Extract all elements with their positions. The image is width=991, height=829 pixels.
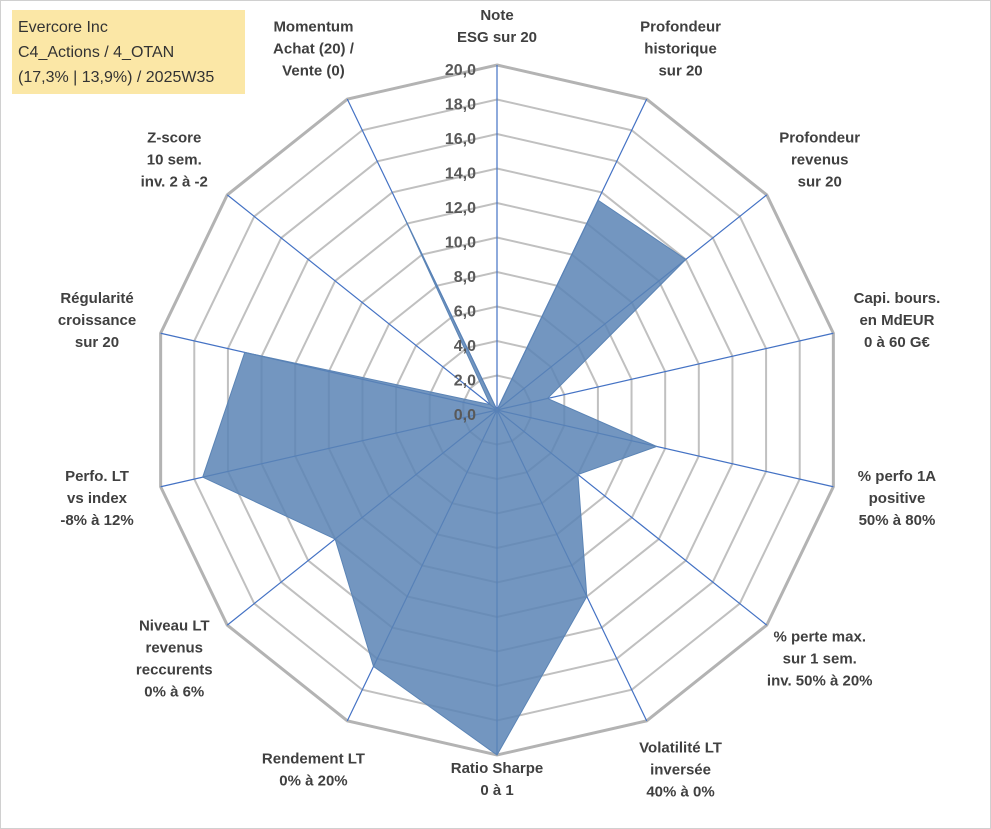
tick-label: 10,0 — [445, 235, 476, 252]
axis-label-line: Z-score — [147, 130, 201, 147]
tick-label: 18,0 — [445, 97, 476, 114]
axis-spoke — [226, 194, 498, 411]
axis-label: Perfo. LT vs index -8% à 12% — [60, 468, 133, 529]
axis-label-line: % perte max. — [773, 628, 866, 645]
axis-label: % perfo 1A positive 50% à 80% — [858, 468, 937, 529]
axis-label-line: positive — [869, 490, 926, 507]
axis-label-line: sur 20 — [798, 174, 842, 191]
axis-label-line: Volatilité LT — [639, 739, 722, 756]
axis-label-line: en MdEUR — [859, 312, 934, 329]
axis-label-line: ESG sur 20 — [457, 29, 537, 46]
axis-label: Momentum Achat (20) / Vente (0) — [273, 19, 355, 80]
axis-label-line: 0 à 60 G€ — [864, 334, 931, 351]
axis-label-line: reccurents — [136, 661, 213, 678]
tick-label: 12,0 — [445, 200, 476, 217]
axis-label-line: sur 20 — [658, 63, 702, 80]
tick-label: 14,0 — [445, 166, 476, 183]
axis-label-line: Régularité — [60, 290, 133, 307]
axis-label: Régularité croissance sur 20 — [58, 290, 136, 351]
axis-label-line: 50% à 80% — [859, 512, 936, 529]
axis-label: Niveau LT revenus reccurents 0% à 6% — [136, 617, 213, 700]
axis-label-line: 10 sem. — [147, 152, 202, 169]
axis-label-line: 0 à 1 — [480, 782, 513, 799]
info-box: Evercore Inc C4_Actions / 4_OTAN (17,3% … — [12, 10, 245, 94]
tick-label: 2,0 — [454, 373, 476, 390]
tick-label: 16,0 — [445, 131, 476, 148]
axis-label: Z-score 10 sem. inv. 2 à -2 — [141, 130, 208, 191]
axis-spoke — [496, 332, 834, 411]
axis-label-line: Niveau LT — [139, 617, 210, 634]
axis-label-line: 0% à 6% — [144, 683, 204, 700]
axis-label-line: revenus — [145, 639, 203, 656]
axis-label-layer: Note ESG sur 20 Profondeur historique sur 20… — [58, 7, 940, 800]
axis-label: Note ESG sur 20 — [457, 7, 537, 46]
company-name: Evercore Inc — [18, 19, 108, 36]
tick-label: 4,0 — [454, 338, 476, 355]
tick-label: 0,0 — [454, 407, 476, 424]
category-label: C4_Actions / 4_OTAN — [18, 44, 175, 61]
tick-label: 6,0 — [454, 304, 476, 321]
axis-label-line: inv. 50% à 20% — [767, 672, 873, 689]
data-area-layer — [202, 199, 687, 756]
axis-label-line: Perfo. LT — [65, 468, 129, 485]
tick-label: 20,0 — [445, 62, 476, 79]
axis-label-line: sur 20 — [75, 334, 119, 351]
axis-label-line: Vente (0) — [282, 63, 345, 80]
axis-label-line: vs index — [67, 490, 128, 507]
axis-label: Profondeur revenus sur 20 — [779, 130, 860, 191]
axis-label: % perte max. sur 1 sem. inv. 50% à 20% — [767, 628, 873, 689]
axis-label-line: revenus — [791, 152, 849, 169]
axis-label-line: croissance — [58, 312, 136, 329]
axis-label: Rendement LT 0% à 20% — [262, 750, 365, 789]
axis-label-line: Note — [480, 7, 513, 24]
axis-label-line: Achat (20) / — [273, 41, 355, 58]
axis-label-line: sur 1 sem. — [783, 650, 857, 667]
axis-label-line: Momentum — [273, 19, 353, 36]
axis-label-line: inv. 2 à -2 — [141, 174, 208, 191]
axis-label-line: 0% à 20% — [279, 772, 347, 789]
axis-label: Capi. bours. en MdEUR 0 à 60 G€ — [854, 290, 941, 351]
axis-label-line: historique — [644, 41, 717, 58]
axis-label: Ratio Sharpe 0 à 1 — [451, 760, 544, 799]
axis-label-line: Profondeur — [640, 19, 721, 36]
axis-label-line: Profondeur — [779, 130, 860, 147]
axis-label-line: Capi. bours. — [854, 290, 941, 307]
axis-label: Profondeur historique sur 20 — [640, 19, 721, 80]
axis-label-line: Rendement LT — [262, 750, 365, 767]
axis-label-line: % perfo 1A — [858, 468, 937, 485]
axis-label-line: -8% à 12% — [60, 512, 133, 529]
axis-label-line: Ratio Sharpe — [451, 760, 544, 777]
tick-label-layer: 0,0 2,0 4,0 6,0 8,0 10,0 12,0 14,0 16,0 18,0 20,0 — [445, 62, 476, 424]
stats-label: (17,3% | 13,9%) / 2025W35 — [18, 69, 215, 86]
tick-label: 8,0 — [454, 269, 476, 286]
axis-label-line: inversée — [650, 761, 711, 778]
axis-label: Volatilité LT inversée 40% à 0% — [639, 739, 722, 800]
axis-label-line: 40% à 0% — [646, 783, 714, 800]
